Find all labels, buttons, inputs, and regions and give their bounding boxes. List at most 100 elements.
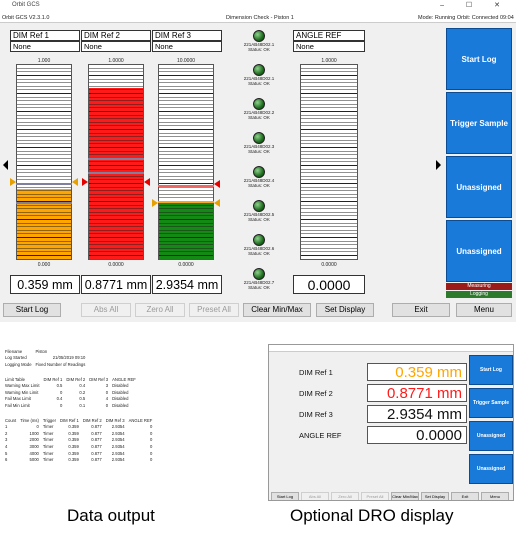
table-row: 5 4000 Timer 0.359 0.877 2.9354 0: [3, 450, 154, 457]
max-marker-icon: [214, 180, 220, 188]
exit-button[interactable]: Exit: [392, 303, 450, 317]
data-output-sheet: Filename Piston Log Started 21/05/2019 09:1…: [3, 348, 233, 463]
dro-bottom-button[interactable]: Clear Min/Max: [391, 492, 419, 500]
table-cell: 2.9354: [111, 424, 125, 430]
probe-item: 221AB48D02.1 Status: OK: [228, 64, 290, 86]
probe-item: 221AB48D02.6 Status: OK: [228, 234, 290, 256]
dro-bottom-button[interactable]: Zero All: [331, 492, 359, 500]
table-cell: 0.877: [91, 437, 102, 443]
info-table: Filename Piston Log Started 21/05/2019 09:1…: [3, 348, 87, 368]
status-led-icon: [253, 132, 265, 144]
table-cell: 0: [149, 430, 153, 436]
table-cell: 4: [5, 443, 8, 449]
table-cell: 0.359: [68, 457, 79, 463]
table-cell: DIM Ref 2: [82, 417, 102, 423]
dro-bottom-button[interactable]: Set Display: [421, 492, 449, 500]
start-log-side-button[interactable]: Start Log: [446, 28, 512, 90]
dro-row: DIM Ref 2 0.8771 mm: [289, 384, 467, 404]
table-cell: 2: [5, 430, 8, 436]
dro-side-button[interactable]: Trigger Sample: [469, 388, 513, 418]
dro-bottom-button[interactable]: Preset All: [361, 492, 389, 500]
limit-line: [16, 183, 72, 185]
zero-all-button[interactable]: Zero All: [135, 303, 185, 317]
table-cell: 0.5: [56, 383, 63, 389]
unassigned-button-2[interactable]: Unassigned: [446, 220, 512, 282]
scale-top-label: 1.0000: [108, 58, 124, 64]
abs-all-button[interactable]: Abs All: [81, 303, 131, 317]
probe-id: 221AB48D02.4: [243, 178, 275, 183]
unassigned-button-1[interactable]: Unassigned: [446, 156, 512, 218]
table-cell: Trigger: [42, 417, 56, 423]
dro-side-button[interactable]: Start Log: [469, 355, 513, 385]
dro-display-window: DIM Ref 1 0.359 mm DIM Ref 2 0.8771 mm DIM R…: [268, 344, 514, 501]
dim-column-2: DIM Ref 2 None: [81, 30, 151, 52]
scale-bottom-label: 0.0000: [321, 262, 337, 268]
angle-header[interactable]: ANGLE REF: [293, 30, 365, 41]
probe-status: Status: OK: [248, 183, 270, 188]
table-cell: 2.9354: [111, 457, 125, 463]
table-cell: 0: [149, 424, 153, 430]
table-cell: 0: [36, 424, 39, 430]
probe-item: 221AB48D02.2 Status: OK: [228, 98, 290, 120]
set-display-button[interactable]: Set Display: [316, 303, 374, 317]
dim-header[interactable]: DIM Ref 2: [81, 30, 151, 41]
dro-bottom-button[interactable]: Menu: [481, 492, 509, 500]
preset-all-button[interactable]: Preset All: [189, 303, 239, 317]
dro-bottom-button[interactable]: Abs All: [301, 492, 329, 500]
table-cell: 6: [5, 457, 8, 463]
mode-label: Mode: Running Orbit: Connected: [418, 15, 499, 21]
scroll-right-icon[interactable]: [436, 160, 441, 170]
measuring-indicator: Measuring: [446, 283, 512, 290]
clear-min-max-button[interactable]: Clear Min/Max: [243, 303, 311, 317]
table-cell: Warning Max Limit: [5, 383, 40, 389]
table-cell: 0.877: [91, 430, 102, 436]
table-row: 3 2000 Timer 0.359 0.877 2.9354 0: [3, 437, 154, 444]
menu-button[interactable]: Menu: [456, 303, 512, 317]
scale-bottom-label: 0.0000: [178, 262, 194, 268]
dro-side-button[interactable]: Unassigned: [469, 421, 513, 451]
dim-column-1: DIM Ref 1 None: [10, 30, 80, 52]
dro-side-button[interactable]: Unassigned: [469, 454, 513, 484]
table-cell: 2000: [29, 437, 39, 443]
table-cell: Log Started: [5, 355, 27, 361]
table-cell: 0: [149, 457, 153, 463]
table-cell: DIM Ref 3: [89, 376, 109, 382]
probe-id: 221AB48D02.1: [243, 76, 275, 81]
table-row: Warning Min Limit 0 0.2 0 Disabled: [3, 389, 138, 396]
gauge-bar-3: [158, 64, 214, 260]
dro-bottom-button[interactable]: Exit: [451, 492, 479, 500]
probe-item: 221AB48D02.7 Status: OK: [228, 268, 290, 290]
table-cell: Fixed Number of Readings: [35, 361, 86, 367]
trigger-sample-button[interactable]: Trigger Sample: [446, 92, 512, 154]
max-marker-icon: [214, 199, 220, 207]
angle-subtitle: None: [293, 41, 365, 52]
table-cell: DIM Ref 1: [59, 417, 79, 423]
gauge-bar-1: [16, 64, 72, 260]
caption-dro-display: Optional DRO display: [290, 506, 454, 525]
dro-row: ANGLE REF 0.0000: [289, 426, 467, 446]
probe-id: 221AB48D02.2: [243, 110, 275, 115]
scale-bottom-label: 0.0000: [108, 262, 124, 268]
scroll-left-icon[interactable]: [3, 160, 8, 170]
table-cell: 0.4: [79, 383, 86, 389]
table-cell: 0.359: [68, 450, 79, 456]
table-cell: 5: [5, 450, 8, 456]
status-led-icon: [253, 268, 265, 280]
window-controls[interactable]: – ☐ ✕: [440, 2, 510, 9]
table-cell: DIM Ref 2: [66, 376, 86, 382]
dro-label: DIM Ref 1: [299, 368, 333, 377]
table-row: 6 5000 Timer 0.359 0.877 2.9354 0: [3, 456, 154, 463]
dim-header[interactable]: DIM Ref 3: [152, 30, 222, 41]
table-cell: 5000: [29, 457, 39, 463]
start-log-button[interactable]: Start Log: [3, 303, 61, 317]
dro-row: DIM Ref 3 2.9354 mm: [289, 405, 467, 425]
table-cell: 0.877: [91, 424, 102, 430]
dro-bottom-button[interactable]: Start Log: [271, 492, 299, 500]
limit-line: [158, 185, 214, 187]
scale-bottom-label: 0.000: [37, 262, 51, 268]
dro-title-bar: [269, 345, 513, 352]
probe-item: 221AB48D02.4 Status: OK: [228, 166, 290, 188]
dro-label: ANGLE REF: [299, 431, 342, 440]
dim-header[interactable]: DIM Ref 1: [10, 30, 80, 41]
scale-top-label: 10.0000: [176, 58, 196, 64]
